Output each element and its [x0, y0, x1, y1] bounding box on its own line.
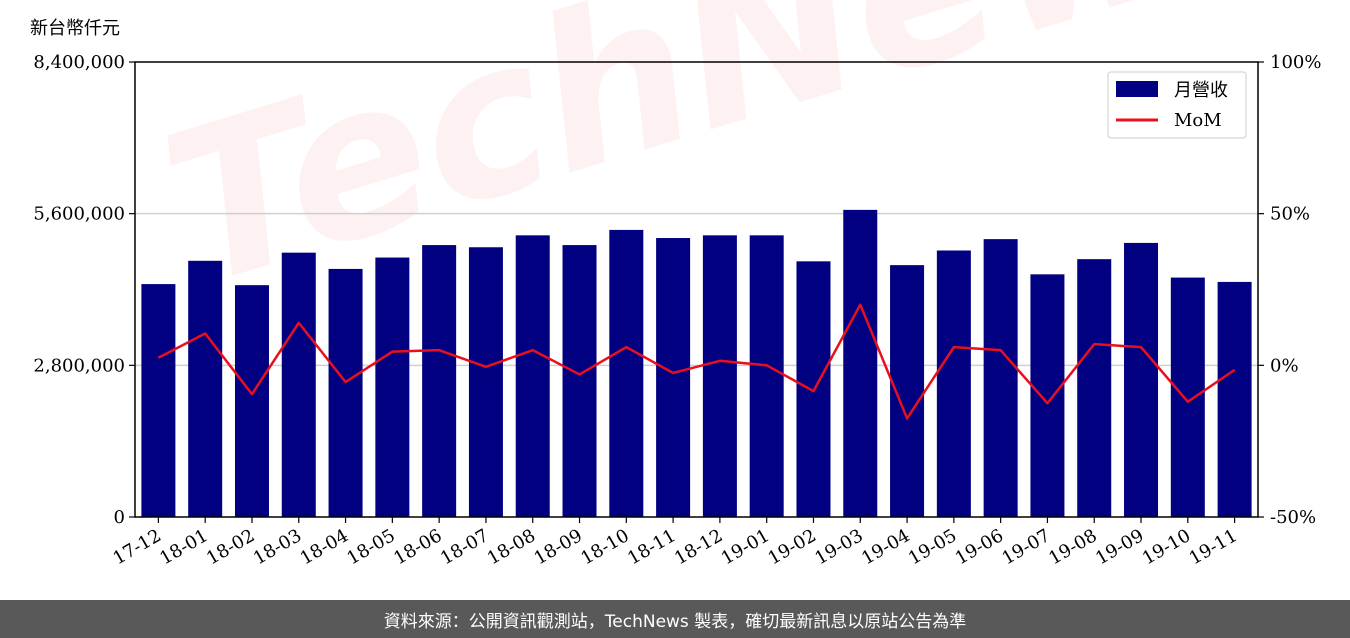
x-axis-ticks: 17-1218-0118-0218-0318-0418-0518-0618-07… — [109, 517, 1241, 569]
x-tick-label: 18-06 — [390, 525, 445, 569]
x-tick-label: 19-04 — [858, 525, 913, 569]
axes — [134, 61, 1259, 518]
bar — [188, 260, 223, 517]
bar — [983, 239, 1018, 517]
x-tick-label: 18-04 — [297, 525, 352, 569]
bar-series — [141, 209, 1252, 518]
x-tick-label: 18-10 — [577, 525, 632, 569]
chart: 0 2,800,000 5,600,000 8,400,000 -50% 0% 50% 10… — [33, 52, 1321, 569]
left-tick-label: 8,400,000 — [33, 52, 125, 73]
x-tick-label: 19-07 — [998, 525, 1053, 569]
bar — [281, 252, 316, 517]
legend-label-line: MoM — [1174, 110, 1222, 131]
x-tick-label: 18-07 — [437, 525, 492, 569]
bar — [468, 247, 503, 517]
plot-frame — [134, 61, 1259, 518]
mom-line-series — [157, 303, 1236, 420]
x-tick-label: 19-06 — [952, 525, 1007, 569]
legend-label-bar: 月營收 — [1174, 80, 1228, 101]
grid-lines — [135, 212, 1258, 367]
left-tick-label: 5,600,000 — [33, 204, 125, 225]
x-tick-label: 19-05 — [905, 525, 960, 569]
bar — [702, 235, 737, 518]
x-tick-label: 18-05 — [343, 525, 398, 569]
mom-line — [157, 303, 1236, 420]
right-tick-label: -50% — [1270, 507, 1316, 528]
bar — [656, 238, 691, 517]
bar — [1030, 274, 1065, 517]
bar — [1077, 259, 1112, 517]
bar — [1124, 242, 1159, 517]
x-tick-label: 18-01 — [156, 525, 211, 569]
x-tick-label: 19-02 — [765, 525, 820, 569]
bar — [562, 245, 597, 518]
x-tick-label: 19-03 — [811, 525, 866, 569]
x-tick-label: 19-08 — [1045, 525, 1100, 569]
bar — [936, 250, 971, 517]
footer-source: 資料來源：公開資訊觀測站，TechNews 製表，確切最新訊息以原站公告為準 — [0, 600, 1350, 638]
x-tick-label: 18-09 — [531, 525, 586, 569]
x-tick-label: 19-10 — [1139, 525, 1194, 569]
x-tick-label: 19-01 — [718, 525, 773, 569]
bar — [328, 268, 363, 517]
x-tick-label: 17-12 — [109, 525, 164, 569]
x-tick-label: 18-03 — [250, 525, 305, 569]
bar — [1170, 277, 1205, 517]
bar — [234, 285, 269, 517]
right-tick-label: 50% — [1270, 204, 1310, 225]
bar — [515, 235, 550, 518]
left-tick-label: 0 — [114, 507, 125, 528]
right-tick-label: 0% — [1270, 355, 1299, 376]
bar — [375, 257, 410, 517]
bar — [1217, 281, 1252, 517]
right-tick-label: 100% — [1270, 52, 1321, 73]
right-axis-ticks: -50% 0% 50% 100% — [1258, 52, 1321, 528]
footer-text: 資料來源：公開資訊觀測站，TechNews 製表，確切最新訊息以原站公告為準 — [383, 611, 967, 632]
x-tick-label: 18-12 — [671, 525, 726, 569]
legend-swatch-bar — [1116, 81, 1158, 97]
x-tick-label: 19-11 — [1186, 525, 1241, 569]
x-tick-label: 18-02 — [203, 525, 258, 569]
bar — [609, 229, 644, 517]
left-axis-ticks: 0 2,800,000 5,600,000 8,400,000 — [33, 52, 135, 528]
bar — [749, 235, 784, 518]
left-tick-label: 2,800,000 — [33, 355, 125, 376]
x-tick-label: 19-09 — [1092, 525, 1147, 569]
bar — [843, 209, 878, 517]
unit-label: 新台幣仟元 — [30, 18, 120, 39]
x-tick-label: 18-11 — [624, 525, 679, 569]
bar — [141, 284, 176, 517]
bar — [422, 245, 457, 518]
legend: 月營收 MoM — [1107, 71, 1247, 139]
x-tick-label: 18-08 — [484, 525, 539, 569]
